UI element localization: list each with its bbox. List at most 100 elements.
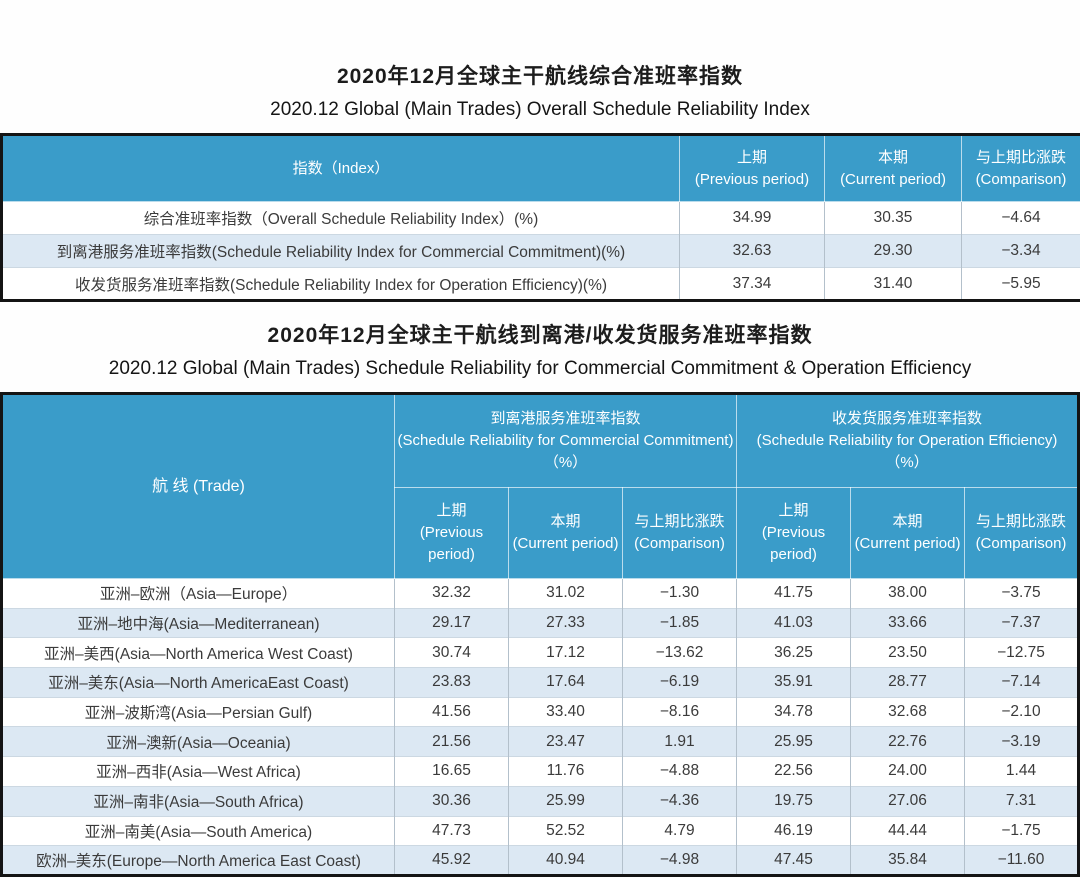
header-group2-cn: 收发货服务准班率指数	[831, 410, 982, 428]
overall-index-table-header: 指数（Index） 上期 (Previous period) 本期 (Curre…	[1, 134, 1080, 202]
cell-d2: −3.75	[964, 578, 1079, 609]
cell-d1: 4.79	[622, 815, 737, 846]
cell-d2: 7.31	[964, 785, 1079, 816]
cell-p1: 21.56	[394, 726, 509, 757]
cell-c2: 35.84	[850, 845, 965, 876]
header-current-period-en: (Current period)	[840, 170, 946, 188]
cell-diff: −5.95	[961, 267, 1080, 301]
cell-curr: 31.40	[824, 267, 962, 301]
cell-trade: 亚洲–西非(Asia—West Africa)	[1, 756, 395, 787]
cell-c1: 33.40	[508, 696, 623, 727]
cell-trade: 亚洲–南美(Asia—South America)	[1, 815, 395, 846]
cell-p1: 45.92	[394, 845, 509, 876]
cell-d1: −6.19	[622, 667, 737, 698]
cell-d1: 1.91	[622, 726, 737, 757]
cell-p1: 30.36	[394, 785, 509, 816]
cell-d1: −4.36	[622, 785, 737, 816]
subheader-diff1-cn: 与上期比涨跌	[634, 513, 725, 531]
cell-curr: 29.30	[824, 234, 962, 268]
table-row: 亚洲–地中海(Asia—Mediterranean) 29.17 27.33 −1.8…	[1, 607, 1079, 638]
trade-lanes-table-body: 亚洲–欧洲（Asia—Europe） 32.32 31.02 −1.30 41.75 38…	[1, 578, 1079, 876]
section1-title-cn: 2020年12月全球主干航线综合准班率指数	[336, 65, 744, 88]
table-row: 亚洲–南美(Asia—South America) 47.73 52.52 4.79 4…	[1, 815, 1079, 846]
cell-p2: 35.91	[736, 667, 851, 698]
subheader-comparison-2: 与上期比涨跌 (Comparison)	[964, 487, 1079, 579]
subheader-prev1-cn: 上期	[436, 502, 467, 520]
subheader-previous-period-2: 上期 (Previous period)	[736, 487, 851, 579]
header-group-commercial-commitment: 到离港服务准班率指数 (Schedule Reliability for Com…	[394, 393, 737, 488]
cell-c1: 11.76	[508, 756, 623, 787]
cell-prev: 37.34	[679, 267, 825, 301]
table-row: 亚洲–西非(Asia—West Africa) 16.65 11.76 −4.88 22…	[1, 756, 1079, 787]
trade-lanes-table: 航 线 (Trade) 到离港服务准班率指数 (Schedule Reliabi…	[0, 392, 1080, 877]
header-group2-en: (Schedule Reliability for Operation Effi…	[756, 432, 1058, 471]
header-group1-en: (Schedule Reliability for Commercial Com…	[397, 432, 734, 471]
cell-c1: 17.12	[508, 637, 623, 668]
cell-c2: 28.77	[850, 667, 965, 698]
cell-c1: 52.52	[508, 815, 623, 846]
cell-p1: 29.17	[394, 607, 509, 638]
cell-trade: 亚洲–美东(Asia—North AmericaEast Coast)	[1, 667, 395, 698]
table-row: 亚洲–美东(Asia—North AmericaEast Coast) 23.83…	[1, 667, 1079, 698]
cell-diff: −3.34	[961, 234, 1080, 268]
cell-trade: 亚洲–澳新(Asia—Oceania)	[1, 726, 395, 757]
subheader-diff2-cn: 与上期比涨跌	[975, 513, 1066, 531]
cell-c1: 17.64	[508, 667, 623, 698]
overall-index-table: 指数（Index） 上期 (Previous period) 本期 (Curre…	[0, 133, 1080, 302]
cell-p2: 41.03	[736, 607, 851, 638]
cell-c1: 27.33	[508, 607, 623, 638]
cell-d2: −12.75	[964, 637, 1079, 668]
table-row: 欧洲–美东(Europe—North America East Coast) 45…	[1, 845, 1079, 876]
header-group-operation-efficiency: 收发货服务准班率指数 (Schedule Reliability for Ope…	[736, 393, 1079, 488]
trade-lanes-table-header: 航 线 (Trade) 到离港服务准班率指数 (Schedule Reliabi…	[1, 393, 1079, 579]
cell-label: 收发货服务准班率指数(Schedule Reliability Index fo…	[1, 267, 680, 301]
cell-c2: 24.00	[850, 756, 965, 787]
cell-p1: 47.73	[394, 815, 509, 846]
cell-p2: 36.25	[736, 637, 851, 668]
cell-c2: 27.06	[850, 785, 965, 816]
section2-title-en: 2020.12 Global (Main Trades) Schedule Re…	[108, 358, 972, 379]
cell-trade: 欧洲–美东(Europe—North America East Coast)	[1, 845, 395, 876]
cell-trade: 亚洲–南非(Asia—South Africa)	[1, 785, 395, 816]
cell-trade: 亚洲–欧洲（Asia—Europe）	[1, 578, 395, 609]
cell-p1: 30.74	[394, 637, 509, 668]
cell-d2: −7.14	[964, 667, 1079, 698]
header-current-period: 本期 (Current period)	[824, 134, 962, 202]
cell-c1: 23.47	[508, 726, 623, 757]
subheader-curr1-cn: 本期	[550, 513, 581, 531]
cell-d1: −4.98	[622, 845, 737, 876]
cell-d1: −8.16	[622, 696, 737, 727]
section1-title-en: 2020.12 Global (Main Trades) Overall Sch…	[270, 99, 810, 120]
header-previous-period-cn: 上期	[736, 148, 767, 166]
header-previous-period-en: (Previous period)	[694, 170, 810, 188]
cell-p1: 41.56	[394, 696, 509, 727]
cell-d1: −13.62	[622, 637, 737, 668]
table-row: 到离港服务准班率指数(Schedule Reliability Index fo…	[1, 234, 1080, 268]
cell-d2: −1.75	[964, 815, 1079, 846]
table-row: 亚洲–澳新(Asia—Oceania) 21.56 23.47 1.91 25.95 22…	[1, 726, 1079, 757]
subheader-diff1-en: (Comparison)	[634, 535, 725, 552]
header-trade: 航 线 (Trade)	[1, 393, 395, 579]
cell-p2: 22.56	[736, 756, 851, 787]
cell-d2: −3.19	[964, 726, 1079, 757]
cell-c2: 22.76	[850, 726, 965, 757]
cell-prev: 34.99	[679, 201, 825, 235]
subheader-curr2-cn: 本期	[892, 513, 923, 531]
subheader-current-period-2: 本期 (Current period)	[850, 487, 965, 579]
cell-p2: 41.75	[736, 578, 851, 609]
cell-c2: 23.50	[850, 637, 965, 668]
cell-c2: 32.68	[850, 696, 965, 727]
header-comparison-en: (Comparison)	[975, 170, 1067, 188]
cell-c1: 25.99	[508, 785, 623, 816]
cell-d1: −1.30	[622, 578, 737, 609]
header-current-period-cn: 本期	[877, 148, 908, 166]
table-row: 收发货服务准班率指数(Schedule Reliability Index fo…	[1, 267, 1080, 301]
cell-label: 综合准班率指数（Overall Schedule Reliability Ind…	[1, 201, 680, 235]
cell-p2: 47.45	[736, 845, 851, 876]
subheader-diff2-en: (Comparison)	[975, 535, 1067, 552]
subheader-comparison-1: 与上期比涨跌 (Comparison)	[622, 487, 737, 579]
subheader-prev1-en: (Previous period)	[419, 524, 484, 563]
cell-p2: 46.19	[736, 815, 851, 846]
table-row: 综合准班率指数（Overall Schedule Reliability Ind…	[1, 201, 1080, 235]
cell-p1: 32.32	[394, 578, 509, 609]
